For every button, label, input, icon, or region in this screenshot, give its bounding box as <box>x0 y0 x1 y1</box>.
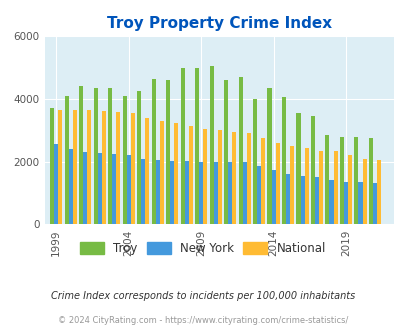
Bar <box>343 182 347 224</box>
Bar <box>329 180 333 224</box>
Title: Troy Property Crime Index: Troy Property Crime Index <box>107 16 331 31</box>
Bar <box>155 160 159 224</box>
Bar <box>79 86 83 224</box>
Bar <box>304 148 308 224</box>
Bar <box>267 88 271 224</box>
Bar <box>368 138 372 224</box>
Bar <box>347 155 351 224</box>
Bar <box>252 99 256 224</box>
Bar <box>228 162 232 224</box>
Bar <box>260 138 264 224</box>
Bar <box>333 151 337 224</box>
Bar <box>289 146 293 224</box>
Bar <box>232 132 236 224</box>
Bar <box>159 121 163 224</box>
Bar <box>376 160 380 224</box>
Bar <box>238 77 242 224</box>
Bar <box>281 97 286 224</box>
Bar <box>58 110 62 224</box>
Bar <box>68 149 72 224</box>
Bar <box>213 162 217 224</box>
Bar <box>87 110 91 224</box>
Bar <box>202 129 207 224</box>
Bar <box>339 137 343 224</box>
Bar <box>325 135 329 224</box>
Bar <box>188 126 192 224</box>
Bar <box>141 159 145 224</box>
Bar <box>198 162 202 224</box>
Bar <box>354 137 358 224</box>
Text: © 2024 CityRating.com - https://www.cityrating.com/crime-statistics/: © 2024 CityRating.com - https://www.city… <box>58 316 347 325</box>
Bar <box>314 178 318 224</box>
Bar <box>246 134 250 224</box>
Bar <box>122 96 126 224</box>
Bar <box>242 162 246 224</box>
Bar <box>286 174 289 224</box>
Bar <box>64 96 68 224</box>
Bar <box>184 161 188 224</box>
Bar <box>145 118 149 224</box>
Legend: Troy, New York, National: Troy, New York, National <box>75 237 330 260</box>
Bar <box>126 155 130 224</box>
Bar <box>83 152 87 224</box>
Bar <box>362 159 366 224</box>
Bar <box>130 113 134 224</box>
Bar <box>194 68 198 224</box>
Bar <box>54 145 58 224</box>
Text: Crime Index corresponds to incidents per 100,000 inhabitants: Crime Index corresponds to incidents per… <box>51 291 354 301</box>
Bar <box>224 80 228 224</box>
Bar <box>275 143 279 224</box>
Bar <box>108 88 112 224</box>
Bar <box>102 111 106 224</box>
Bar <box>318 151 322 224</box>
Bar <box>296 113 300 224</box>
Bar <box>271 171 275 224</box>
Bar <box>151 79 155 224</box>
Bar <box>116 112 120 224</box>
Bar <box>166 80 170 224</box>
Bar <box>217 130 221 224</box>
Bar <box>209 66 213 224</box>
Bar <box>50 108 54 224</box>
Bar <box>358 182 362 224</box>
Bar <box>112 154 116 224</box>
Bar <box>98 153 102 224</box>
Bar <box>180 68 184 224</box>
Bar <box>310 116 314 224</box>
Bar <box>170 161 174 224</box>
Bar <box>137 91 141 224</box>
Bar <box>372 183 376 224</box>
Bar <box>72 110 77 224</box>
Bar <box>94 88 98 224</box>
Bar <box>174 122 178 224</box>
Bar <box>300 177 304 224</box>
Bar <box>256 166 260 224</box>
